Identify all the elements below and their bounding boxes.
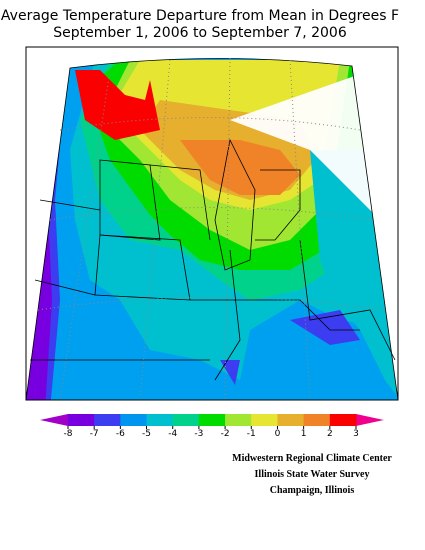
legend-swatch: [120, 414, 148, 426]
legend-swatch: [303, 414, 331, 426]
temperature-field: [26, 58, 398, 401]
legend-swatch: [329, 414, 357, 426]
legend-tick-label: 2: [327, 429, 333, 439]
graticule: [37, 57, 386, 401]
boundaries: [25, 58, 399, 401]
legend-tick-label: -1: [247, 429, 256, 439]
credit-line: Champaign, Illinois: [270, 485, 355, 496]
title-line: Average Temperature Departure from Mean …: [1, 8, 399, 24]
legend-swatch: [172, 414, 200, 426]
legend-tick-label: 0: [275, 429, 281, 439]
legend-swatch: [251, 414, 278, 426]
legend-tick-label: -5: [142, 429, 151, 439]
legend-tick-label: -2: [221, 429, 230, 439]
legend-swatch: [225, 414, 252, 426]
legend-swatch: [68, 414, 95, 426]
legend-swatch: [94, 414, 121, 426]
legend-arrow-low: [40, 414, 68, 426]
credit-line: Illinois State Water Survey: [255, 469, 370, 480]
legend-tick-label: 1: [301, 429, 307, 439]
credit-line: Midwestern Regional Climate Center: [232, 453, 392, 464]
color-legend: -8 -7 -6 -5 -4 -3 -2 -1 0 1 2 3: [40, 414, 384, 439]
legend-tick-label: -7: [90, 429, 99, 439]
title-line: September 1, 2006 to September 7, 2006: [53, 25, 347, 41]
legend-arrow-high: [356, 414, 384, 426]
legend-swatch: [277, 414, 305, 426]
legend-tick-label: 3: [353, 429, 359, 439]
legend-swatch: [146, 414, 174, 426]
legend-tick-label: -6: [116, 429, 125, 439]
legend-tick-label: -8: [64, 429, 73, 439]
legend-tick-label: -4: [168, 429, 177, 439]
legend-tick-label: -3: [194, 429, 203, 439]
legend-swatch: [198, 414, 226, 426]
map-frame: [25, 46, 399, 401]
